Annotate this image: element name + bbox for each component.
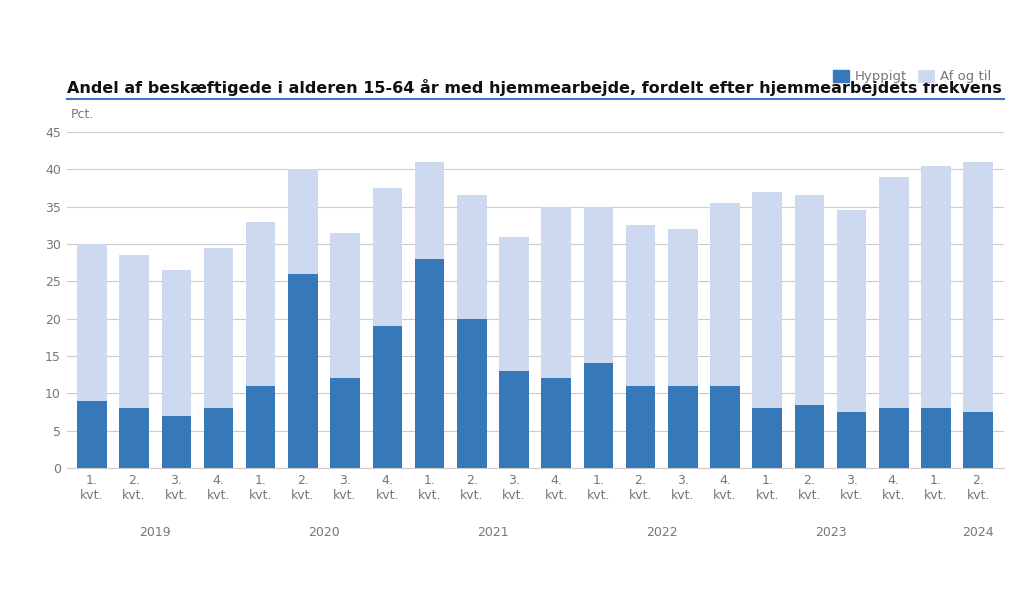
- Bar: [922, 408, 950, 468]
- Bar: [668, 229, 697, 386]
- Bar: [331, 379, 359, 468]
- Bar: [373, 188, 402, 326]
- Bar: [246, 221, 275, 386]
- Bar: [711, 203, 739, 386]
- Bar: [753, 192, 782, 408]
- Bar: [246, 386, 275, 468]
- Bar: [499, 371, 528, 468]
- Bar: [120, 408, 148, 468]
- Text: Pct.: Pct.: [71, 108, 94, 121]
- Bar: [288, 274, 317, 468]
- Text: 2020: 2020: [308, 526, 340, 539]
- Bar: [499, 236, 528, 371]
- Text: 2019: 2019: [139, 526, 171, 539]
- Bar: [879, 177, 908, 408]
- Bar: [204, 408, 233, 468]
- Text: 2024: 2024: [963, 526, 994, 539]
- Bar: [837, 211, 866, 412]
- Bar: [77, 244, 106, 401]
- Bar: [457, 319, 486, 468]
- Legend: Hyppigt, Af og til: Hyppigt, Af og til: [827, 65, 997, 89]
- Bar: [837, 412, 866, 468]
- Bar: [373, 326, 402, 468]
- Bar: [204, 248, 233, 408]
- Bar: [542, 379, 571, 468]
- Bar: [795, 196, 824, 404]
- Bar: [753, 408, 782, 468]
- Text: 2022: 2022: [646, 526, 678, 539]
- Bar: [415, 162, 444, 259]
- Bar: [331, 233, 359, 379]
- Bar: [668, 386, 697, 468]
- Bar: [584, 364, 613, 468]
- Bar: [288, 169, 317, 274]
- Text: 2023: 2023: [815, 526, 846, 539]
- Bar: [626, 386, 655, 468]
- Bar: [795, 404, 824, 468]
- Bar: [542, 206, 571, 379]
- Bar: [584, 206, 613, 364]
- Bar: [879, 408, 908, 468]
- Bar: [120, 255, 148, 408]
- Bar: [415, 259, 444, 468]
- Bar: [626, 226, 655, 386]
- Bar: [162, 270, 191, 416]
- Text: Andel af beskæftigede i alderen 15-64 år med hjemmearbejde, fordelt efter hjemme: Andel af beskæftigede i alderen 15-64 år…: [67, 79, 1001, 96]
- Bar: [457, 196, 486, 319]
- Bar: [77, 401, 106, 468]
- Bar: [964, 162, 993, 412]
- Bar: [711, 386, 739, 468]
- Bar: [964, 412, 993, 468]
- Bar: [922, 166, 950, 408]
- Bar: [162, 416, 191, 468]
- Text: 2021: 2021: [477, 526, 509, 539]
